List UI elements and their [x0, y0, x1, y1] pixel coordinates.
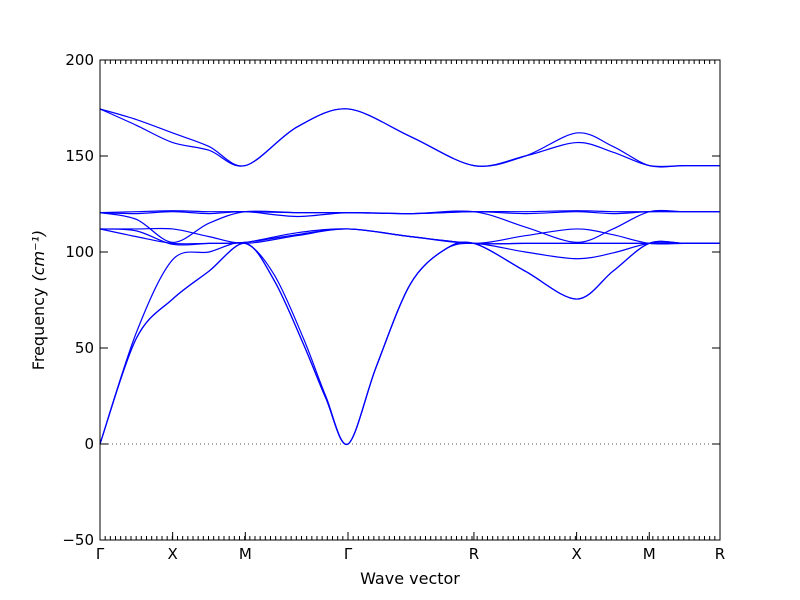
phonon-band-10 — [100, 240, 720, 445]
x-tick-label: Γ — [96, 545, 105, 563]
y-tick-label: 50 — [75, 339, 94, 357]
plot-frame — [99, 59, 721, 541]
phonon-band-5 — [100, 210, 720, 218]
x-tick-label: X — [571, 545, 581, 563]
y-axis-label-text: Frequency — [29, 288, 48, 371]
phonon-band-2 — [100, 108, 720, 168]
x-tick-label: M — [643, 545, 656, 563]
x-axis-label: Wave vector — [360, 569, 460, 588]
x-tick-label: X — [168, 545, 178, 563]
y-tick-label: 150 — [65, 147, 94, 165]
x-tick-label: Γ — [344, 545, 353, 563]
phonon-band-11 — [100, 240, 720, 445]
phonon-band-8 — [100, 228, 720, 245]
x-tick-label: R — [469, 545, 479, 563]
phonon-band-9 — [100, 241, 720, 445]
y-tick-label: 200 — [65, 51, 94, 69]
x-tick-label: R — [715, 545, 725, 563]
y-tick-label: 0 — [84, 435, 94, 453]
y-axis-label: Frequency (cm⁻¹) — [29, 230, 48, 370]
y-tick-label: 100 — [65, 243, 94, 261]
y-tick-label: −50 — [62, 531, 94, 549]
x-tick-label: M — [239, 545, 252, 563]
y-axis-label-unit: (cm⁻¹) — [29, 230, 48, 282]
